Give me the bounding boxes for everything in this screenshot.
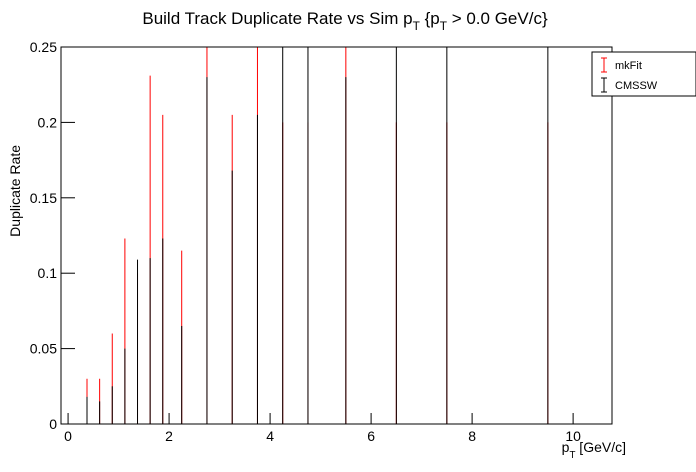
legend-label: CMSSW: [615, 80, 658, 92]
x-tick-label: 8: [468, 428, 476, 444]
text-part: Build Track Duplicate Rate vs Sim p: [142, 9, 412, 28]
y-tick-label: 0.1: [38, 265, 58, 281]
chart-title: Build Track Duplicate Rate vs Sim pT {pT…: [142, 9, 548, 33]
text-part: [GeV/c]: [575, 439, 626, 455]
x-tick-label: 2: [165, 428, 173, 444]
text-part: p: [562, 439, 570, 455]
x-axis-label: pT [GeV/c]: [562, 439, 626, 461]
x-tick-label: 0: [64, 428, 72, 444]
frame: [60, 46, 613, 425]
legend-box: [591, 51, 696, 97]
text-part: {p: [420, 9, 440, 28]
y-tick-label: 0.2: [38, 114, 58, 130]
y-axis-label: Duplicate Rate: [7, 145, 23, 237]
legend: mkFit CMSSW: [591, 51, 696, 97]
x-tick-label: 10: [565, 428, 581, 444]
y-tick-label: 0.15: [30, 190, 57, 206]
y-tick-label: 0.05: [30, 341, 57, 357]
x-tick-label: 6: [367, 428, 375, 444]
x-tick-label: 4: [266, 428, 274, 444]
subscript: T: [413, 19, 420, 33]
text-part: > 0.0 GeV/c}: [447, 9, 548, 28]
legend-label: mkFit: [615, 60, 642, 72]
y-tick-label: 0.25: [30, 39, 57, 55]
subscript: T: [440, 19, 447, 33]
y-tick-label: 0: [49, 416, 57, 432]
subscript: T: [569, 450, 575, 461]
